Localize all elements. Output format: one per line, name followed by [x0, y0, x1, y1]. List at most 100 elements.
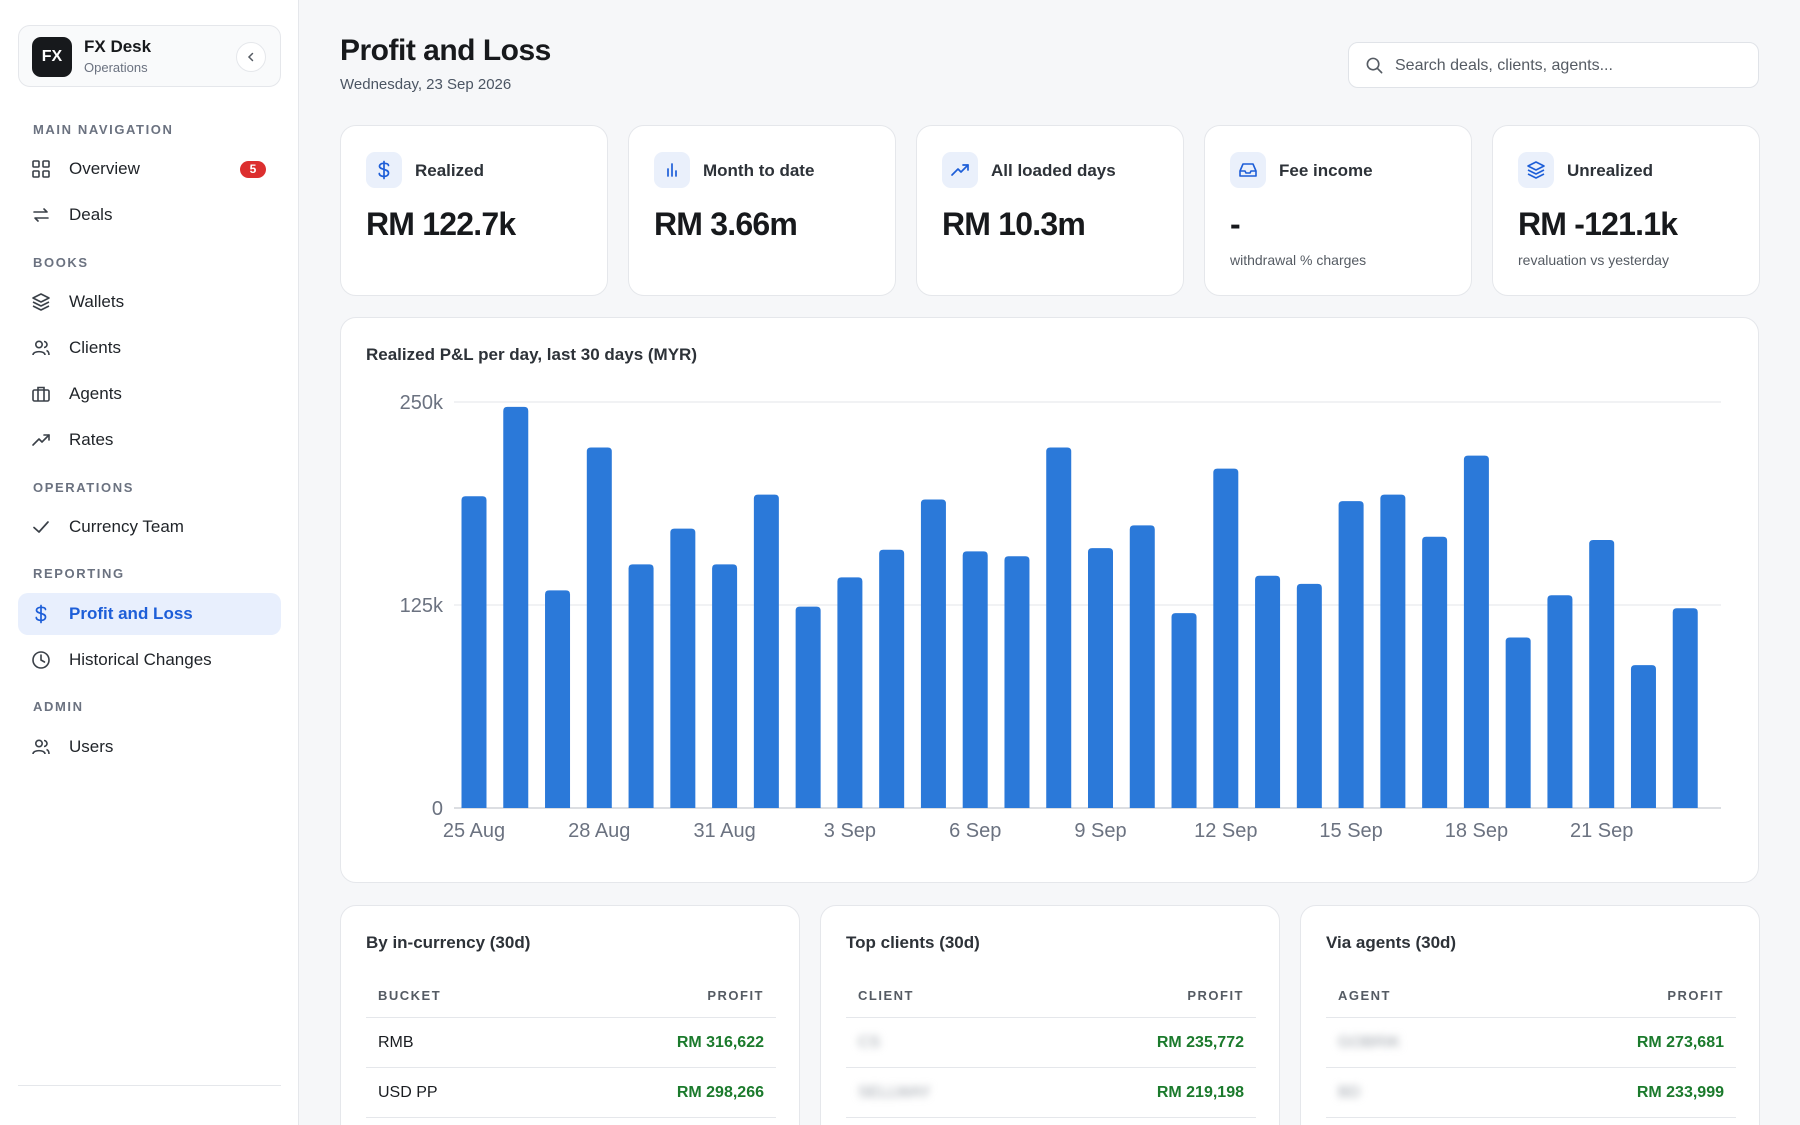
sidebar-item-currency-team[interactable]: Currency Team — [18, 506, 281, 548]
top-clients-card: Top clients (30d) CLIENT PROFIT CS RM 23… — [820, 905, 1280, 1125]
chart-bar[interactable] — [1589, 540, 1615, 808]
sidebar-item-label: Users — [69, 737, 114, 756]
sidebar-item-label: Overview — [69, 159, 140, 178]
profit-value: RM 235,772 — [1156, 1034, 1244, 1051]
chart-bar[interactable] — [795, 606, 821, 808]
users-icon — [32, 340, 50, 356]
agent-name: GOBRIK — [1338, 1034, 1401, 1051]
sidebar-item-agents[interactable]: Agents — [18, 373, 281, 415]
grid-icon — [32, 160, 50, 178]
table-row[interactable]: SELLWAY RM 219,198 — [846, 1068, 1256, 1118]
chart-bar[interactable] — [1547, 595, 1573, 808]
chart-bar[interactable] — [879, 549, 905, 808]
bar-chart-icon — [654, 152, 690, 188]
sidebar-item-historical-changes[interactable]: Historical Changes — [18, 639, 281, 681]
column-header-client: CLIENT — [858, 988, 914, 1003]
section-label-books: BOOKS — [33, 255, 89, 270]
kpi-label: All loaded days — [991, 161, 1116, 180]
sidebar-item-rates[interactable]: Rates — [18, 419, 281, 461]
chart-bar[interactable] — [1296, 583, 1322, 808]
sidebar-item-label: Agents — [69, 384, 122, 403]
chart-bar[interactable] — [1505, 637, 1531, 808]
brand-name: FX Desk — [84, 37, 152, 56]
chart-bar[interactable] — [753, 494, 779, 808]
chart-bar[interactable] — [1422, 536, 1448, 808]
profit-value: RM 298,266 — [676, 1084, 764, 1101]
table-row[interactable]: RMB RM 316,622 — [366, 1018, 776, 1068]
table-row[interactable]: BD RM 233,999 — [1326, 1068, 1736, 1118]
chart-bar[interactable] — [503, 406, 529, 808]
search-input[interactable] — [1395, 53, 1745, 79]
page-title: Profit and Loss — [340, 34, 551, 67]
table-title: Top clients (30d) — [846, 933, 980, 952]
client-name: SELLWAY — [858, 1084, 931, 1101]
chart-bar[interactable] — [920, 499, 946, 808]
chart-bar[interactable] — [837, 577, 863, 808]
chart-bar[interactable] — [1046, 447, 1072, 808]
chart-bar[interactable] — [670, 528, 696, 808]
chart-bar[interactable] — [1255, 575, 1281, 808]
chart-bar[interactable] — [1088, 548, 1113, 808]
chart-bar[interactable] — [1004, 556, 1030, 808]
brand-subtitle: Operations — [84, 60, 148, 75]
kpi-label: Fee income — [1279, 161, 1373, 180]
check-icon — [33, 521, 49, 533]
table-title: By in-currency (30d) — [366, 933, 531, 952]
chart-bar[interactable] — [1630, 665, 1656, 808]
via-agents-card: Via agents (30d) AGENT PROFIT GOBRIK RM … — [1300, 905, 1760, 1125]
table-row[interactable]: GOBRIK RM 273,681 — [1326, 1018, 1736, 1068]
chart-bar[interactable] — [1129, 525, 1155, 808]
profit-value: RM 273,681 — [1636, 1034, 1724, 1051]
chart-bar[interactable] — [461, 496, 487, 808]
dollar-icon — [35, 604, 47, 624]
layers-icon — [1518, 152, 1554, 188]
sidebar-item-profit-and-loss[interactable]: Profit and Loss — [18, 593, 281, 635]
sidebar-item-users[interactable]: Users — [18, 726, 281, 768]
table-row[interactable]: USD PP RM 298,266 — [366, 1068, 776, 1118]
chart-bar[interactable] — [1171, 613, 1197, 808]
kpi-card-fee-income: Fee income - withdrawal % charges — [1204, 125, 1472, 296]
search-box[interactable] — [1348, 42, 1759, 88]
chart-bar[interactable] — [712, 564, 738, 808]
sidebar-item-label: Clients — [69, 338, 121, 357]
x-tick-label: 28 Aug — [568, 820, 630, 842]
chart-bar[interactable] — [1213, 468, 1239, 808]
x-tick-label: 25 Aug — [443, 820, 505, 842]
kpi-label: Month to date — [703, 161, 815, 180]
collapse-sidebar-button[interactable] — [236, 42, 266, 72]
brand-logo: FX — [32, 37, 72, 77]
chart-bar[interactable] — [1338, 501, 1364, 808]
client-name: CS — [858, 1034, 881, 1051]
x-tick-label: 9 Sep — [1074, 820, 1126, 842]
x-tick-label: 3 Sep — [824, 820, 876, 842]
sidebar-item-wallets[interactable]: Wallets — [18, 281, 281, 323]
column-header-profit: PROFIT — [1667, 988, 1724, 1003]
chart-bar[interactable] — [1463, 455, 1489, 808]
table-header: BUCKET PROFIT — [366, 968, 776, 1018]
chart-bar[interactable] — [545, 590, 571, 808]
sidebar-divider — [18, 1085, 281, 1086]
sidebar-item-clients[interactable]: Clients — [18, 327, 281, 369]
kpi-subtext: revaluation vs yesterday — [1518, 252, 1669, 268]
chart-bar[interactable] — [586, 447, 612, 808]
table-row[interactable]: CS RM 235,772 — [846, 1018, 1256, 1068]
column-header-profit: PROFIT — [707, 988, 764, 1003]
chart-bar[interactable] — [962, 551, 988, 808]
sidebar-item-label: Currency Team — [69, 517, 184, 536]
agent-name: BD — [1338, 1084, 1361, 1101]
kpi-card-month-to-date: Month to date RM 3.66m — [628, 125, 896, 296]
sidebar: FX FX Desk Operations MAIN NAVIGATION Ov… — [0, 0, 299, 1125]
x-tick-label: 12 Sep — [1194, 820, 1257, 842]
kpi-card-all-loaded-days: All loaded days RM 10.3m — [916, 125, 1184, 296]
chevron-left-icon — [247, 52, 254, 62]
chart-bar[interactable] — [1672, 608, 1698, 808]
sidebar-item-label: Profit and Loss — [69, 604, 193, 623]
chart-bar[interactable] — [1380, 494, 1406, 808]
brand-card: FX FX Desk Operations — [18, 25, 281, 87]
sidebar-item-label: Rates — [69, 430, 114, 449]
chart-bar[interactable] — [628, 564, 654, 808]
realized-pnl-bar-chart: 0 125k 250k 25 Aug 28 Aug 31 Aug 3 Sep 6 Sep 9 S… — [400, 392, 1721, 842]
sidebar-item-deals[interactable]: Deals — [18, 194, 281, 236]
layers-icon — [32, 293, 50, 311]
sidebar-item-overview[interactable]: Overview 5 — [18, 148, 281, 190]
